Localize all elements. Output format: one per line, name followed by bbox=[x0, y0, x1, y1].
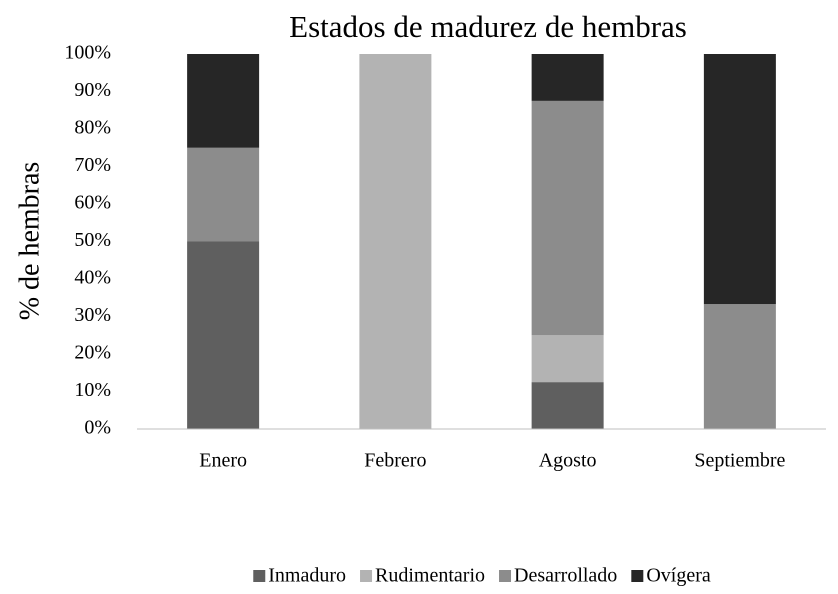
y-tick-label: 70% bbox=[74, 154, 111, 176]
legend-label: Rudimentario bbox=[375, 565, 485, 587]
bar-segment bbox=[531, 100, 604, 336]
bar-segment bbox=[187, 147, 260, 242]
y-tick-label: 60% bbox=[74, 192, 111, 214]
y-tick-label: 90% bbox=[74, 79, 111, 101]
legend-swatch bbox=[360, 570, 373, 582]
y-tick-label: 100% bbox=[64, 42, 111, 64]
bar-segment bbox=[359, 54, 432, 429]
legend-swatch bbox=[631, 570, 644, 582]
legend-label: Ovígera bbox=[646, 565, 711, 587]
y-tick-label: 30% bbox=[74, 304, 111, 326]
legend-swatch bbox=[499, 570, 512, 582]
y-tick-label: 10% bbox=[74, 379, 111, 401]
legend-label: Inmaduro bbox=[268, 565, 346, 587]
chart-title: Estados de madurez de hembras bbox=[289, 9, 687, 44]
x-tick-label: Agosto bbox=[539, 450, 597, 472]
bar-segment bbox=[531, 335, 604, 383]
legend-swatch bbox=[253, 570, 266, 582]
y-tick-label: 80% bbox=[74, 117, 111, 139]
bar-segment bbox=[531, 382, 604, 429]
y-tick-label: 0% bbox=[84, 417, 111, 439]
bar-segment bbox=[187, 241, 260, 429]
bar-segment bbox=[703, 54, 776, 305]
y-axis-label: % de hembras bbox=[14, 162, 45, 321]
bar-segment bbox=[531, 54, 604, 101]
y-tick-label: 20% bbox=[74, 342, 111, 364]
y-tick-label: 50% bbox=[74, 229, 111, 251]
bar-segment bbox=[187, 54, 260, 148]
x-tick-label: Febrero bbox=[364, 450, 426, 472]
x-tick-label: Septiembre bbox=[694, 450, 785, 472]
y-tick-label: 40% bbox=[74, 267, 111, 289]
bar-segment bbox=[703, 304, 776, 429]
legend-label: Desarrollado bbox=[514, 565, 617, 587]
x-tick-label: Enero bbox=[199, 450, 247, 472]
